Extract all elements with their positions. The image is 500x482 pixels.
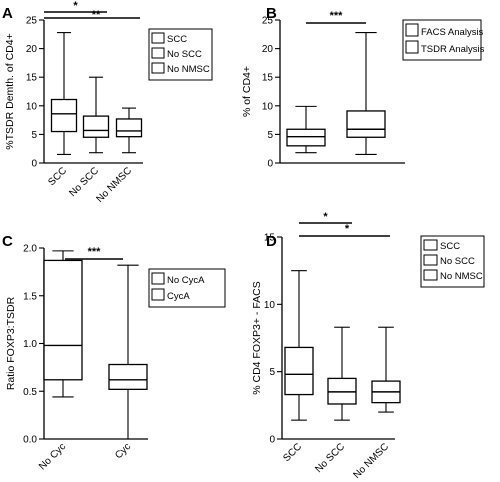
panel-d-y-label: % CD4 FOXP3+ - FACS (251, 281, 263, 395)
panel-b-significance-label: *** (330, 10, 344, 22)
panel-c-legend-swatch (151, 272, 165, 285)
panel-a-box-0 (50, 32, 78, 155)
panel-a-box-1 (82, 76, 110, 154)
panel-c-iqr-box (43, 259, 83, 381)
panel-d-legend-swatch (423, 269, 438, 281)
panel-a-legend-label: SCC (167, 34, 187, 45)
panel-d-legend-swatch (423, 239, 438, 251)
panel-b-box-0 (286, 105, 326, 154)
panel-a-legend-swatch (151, 32, 165, 44)
panel-a-y-tick-label: 0 (31, 159, 37, 170)
panel-c-y-label: Ratio FOXP3:TSDR (5, 296, 17, 390)
panel-d-y-tick-label: 10 (264, 300, 276, 311)
panel-a-iqr-box (115, 118, 143, 138)
panel-d-category-label: No NMSC (352, 441, 392, 481)
panel-c-box-1 (108, 264, 148, 440)
panel-d-legend-label: SCC (440, 241, 460, 252)
panel-b-letter: B (266, 5, 277, 22)
panel-c-y-tick-label: 1.0 (23, 339, 37, 350)
panel-b-y-tick-label: 20 (262, 44, 274, 55)
panel-c-iqr-box (108, 363, 148, 390)
panel-a-y-label: %TSDR Demth. of CD4+ (4, 33, 16, 149)
panel-a-iqr-box (50, 98, 78, 133)
panel-c-legend-label: CycA (167, 291, 190, 302)
panel-c-letter: C (2, 233, 13, 250)
panel-c-y-tick-label: 0.5 (23, 387, 37, 398)
panel-b-y-tick-label: 25 (262, 16, 274, 27)
panel-b-iqr-box (346, 110, 386, 138)
panel-c-significance-label: *** (88, 246, 102, 258)
panel-a-significance-label: ** (92, 9, 101, 21)
panel-a-legend-swatch (151, 62, 165, 74)
panel-d-category-label: SCC (281, 441, 304, 464)
panel-c-y-tick-label: 0.0 (23, 435, 37, 446)
panel-d-box-0 (284, 270, 314, 421)
panel-a-iqr-box (82, 115, 110, 138)
panel-b-y-tick-label: 15 (262, 73, 274, 84)
panel-b-y-tick-label: 0 (267, 159, 273, 170)
panel-a-significance-label: * (73, 0, 78, 12)
panel-c-y-tick-label: 1.5 (23, 291, 37, 302)
panel-b-box-1 (346, 32, 386, 155)
panel-d-legend-swatch (423, 254, 438, 266)
panel-d-box-1 (327, 326, 357, 421)
panel-a-letter: A (2, 5, 13, 22)
panel-b-legend-label: TSDR Analysis (421, 44, 485, 55)
panel-b-legend-swatch (405, 23, 419, 37)
panel-a-category-label: No NMSC (95, 165, 135, 205)
panel-d-y-tick-label: 0 (269, 435, 275, 446)
panel-d-box-2 (371, 326, 401, 413)
panel-a-y-tick-label: 20 (26, 44, 38, 55)
panel-c-box-0 (43, 250, 83, 398)
panel-a-y-tick-label: 5 (31, 130, 37, 141)
panel-d-significance-label: * (323, 211, 328, 223)
panel-a-box-2 (115, 107, 143, 154)
panel-a-legend-label: No SCC (167, 49, 202, 60)
panel-d-legend-label: No NMSC (440, 271, 483, 282)
panel-a-y-tick-label: 15 (26, 73, 38, 84)
panel-a-y-tick-label: 10 (26, 101, 38, 112)
panel-d-iqr-box (284, 346, 314, 396)
panel-b-y-tick-label: 5 (267, 130, 273, 141)
panel-d-legend-label: No SCC (440, 256, 475, 267)
panel-b-legend-label: FACS Analysis (421, 27, 484, 38)
panel-c-y-tick-label: 2.0 (23, 244, 37, 255)
panel-a-legend-label: No NMSC (167, 64, 210, 75)
panel-d-y-tick-label: 5 (269, 367, 275, 378)
panel-d-y-tick-label: 15 (264, 233, 276, 244)
panel-c-category-label: No Cyc (37, 441, 68, 472)
panel-a-category-label: SCC (46, 165, 69, 188)
panel-d-letter: D (266, 233, 277, 250)
panel-a-category-label: No SCC (67, 165, 101, 199)
panel-a-y-tick-label: 25 (26, 16, 38, 27)
panel-b-y-tick-label: 10 (262, 101, 274, 112)
panel-c-legend-label: No CycA (167, 275, 205, 286)
panel-c-legend-swatch (151, 288, 165, 301)
panel-d-category-label: No SCC (313, 441, 347, 475)
panel-b-legend-swatch (405, 40, 419, 54)
panel-b-iqr-box (286, 128, 326, 147)
panel-d-significance-label: * (345, 223, 350, 235)
panel-b-y-label: % of CD4+ (241, 66, 253, 117)
panel-c-category-label: Cyc (113, 441, 133, 461)
panel-a-legend-swatch (151, 47, 165, 59)
